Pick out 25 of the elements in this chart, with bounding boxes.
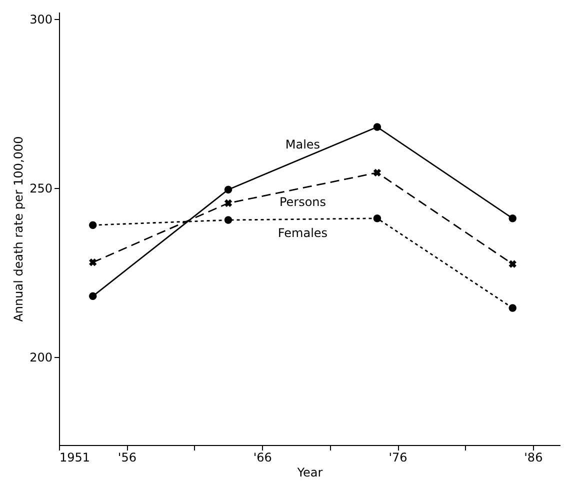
point	[224, 186, 232, 194]
x-tick-label: '86	[524, 450, 543, 464]
y-tick-label: 300	[30, 12, 52, 26]
x-tick-label: '76	[388, 450, 408, 464]
point	[508, 214, 516, 222]
point	[373, 214, 382, 222]
point	[508, 260, 516, 268]
series-label: Persons	[279, 194, 326, 209]
point	[88, 221, 97, 229]
series-label: Females	[278, 226, 328, 240]
point	[373, 168, 382, 177]
y-tick-label: 200	[30, 350, 52, 365]
point	[224, 216, 232, 224]
x-tick-label: '56	[118, 450, 136, 464]
series-label: Males	[285, 137, 320, 152]
point	[89, 258, 97, 266]
x-tick-label: 1951	[60, 450, 90, 464]
x-tick-label: '66	[253, 450, 272, 464]
x-axis-title: Year	[296, 466, 323, 480]
point	[224, 199, 232, 207]
y-axis-title: Annual death rate per 100,000	[12, 136, 26, 322]
point	[88, 292, 97, 300]
point	[373, 123, 382, 131]
point	[508, 304, 516, 312]
y-tick-label: 250	[30, 181, 52, 196]
